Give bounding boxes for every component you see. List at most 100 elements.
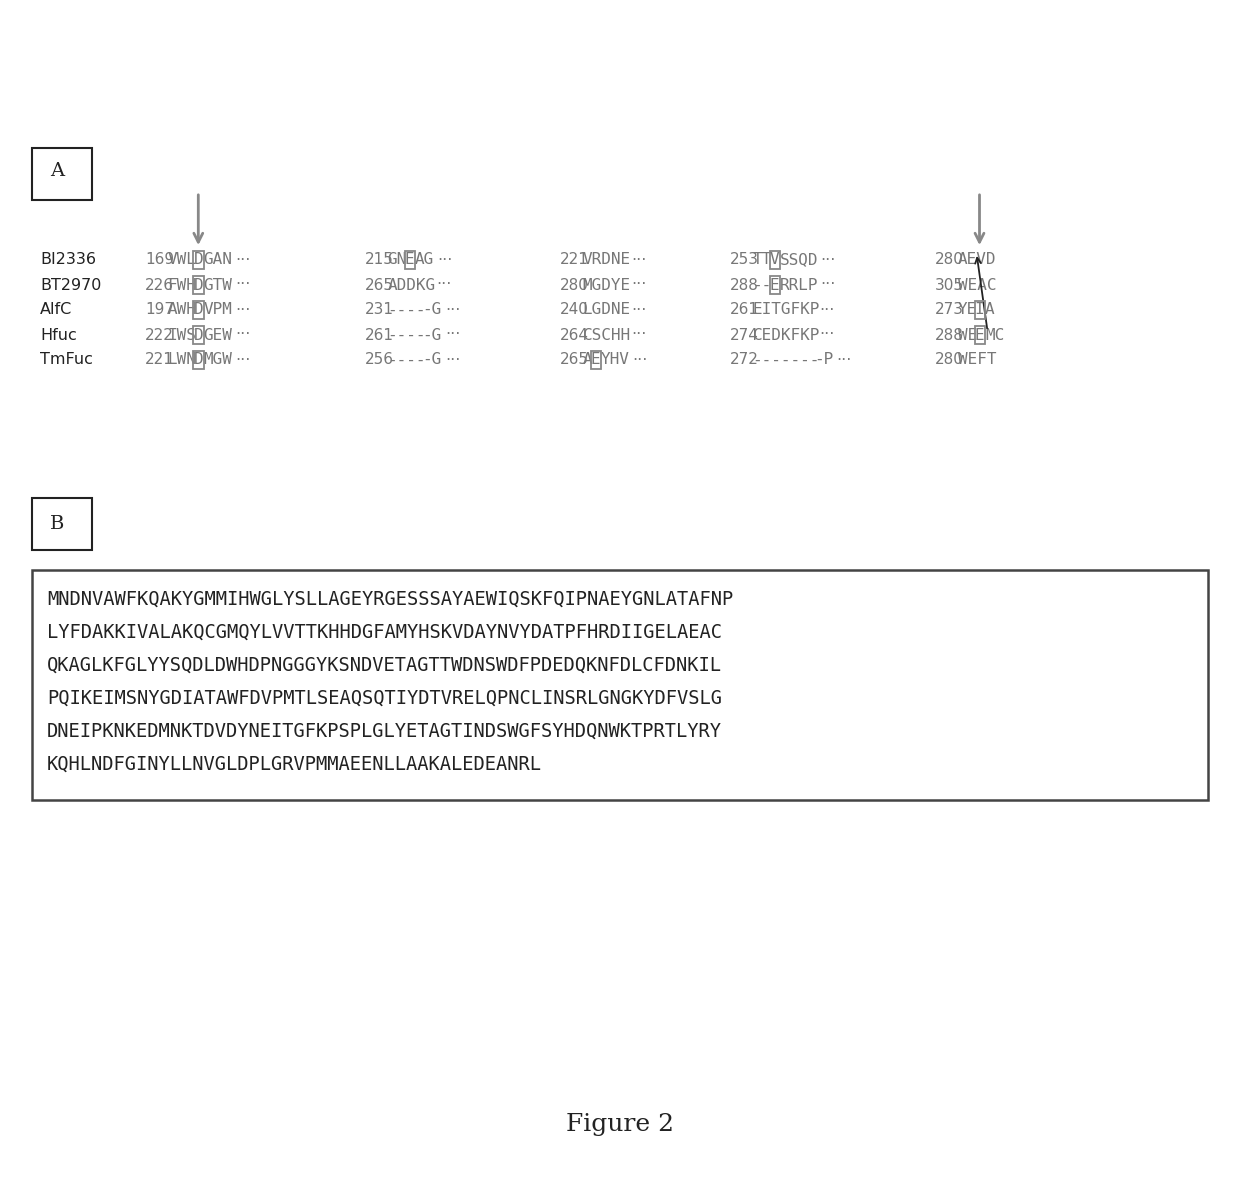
Text: B: B <box>50 514 64 533</box>
Text: 272: 272 <box>730 353 759 367</box>
Text: 288: 288 <box>935 328 963 342</box>
Text: ···: ··· <box>631 277 647 293</box>
Text: ···: ··· <box>445 302 461 317</box>
Text: 261: 261 <box>365 328 394 342</box>
Text: ···: ··· <box>236 353 250 367</box>
Text: D: D <box>193 302 203 317</box>
Text: KQHLNDFGINYLLNVGLDPLGRVPMMAEENLLAAKALEDEANRL: KQHLNDFGINYLLNVGLDPLGRVPMMAEENLLAAKALEDE… <box>47 755 542 774</box>
Text: 256: 256 <box>365 353 394 367</box>
Text: GEW: GEW <box>203 328 233 342</box>
Text: BI2336: BI2336 <box>40 253 95 268</box>
Text: CEDKFKP: CEDKFKP <box>753 328 820 342</box>
Text: RRLP: RRLP <box>780 277 818 293</box>
Text: ···: ··· <box>631 302 647 317</box>
Text: D: D <box>193 253 203 268</box>
Text: E: E <box>975 328 985 342</box>
Text: 221: 221 <box>560 253 589 268</box>
Text: 264: 264 <box>560 328 589 342</box>
Text: YE: YE <box>957 302 977 317</box>
Text: CSCHH: CSCHH <box>583 328 631 342</box>
Text: WEFT: WEFT <box>957 353 996 367</box>
Text: TT: TT <box>753 253 771 268</box>
Text: -G: -G <box>423 302 441 317</box>
Text: VWL: VWL <box>167 253 196 268</box>
Bar <box>193 251 203 269</box>
Text: ···: ··· <box>837 353 852 367</box>
Text: ···: ··· <box>820 302 835 317</box>
Text: E: E <box>770 277 779 293</box>
Text: ···: ··· <box>236 253 250 268</box>
Text: -P: -P <box>815 353 833 367</box>
Text: EITGFKP: EITGFKP <box>753 302 820 317</box>
Text: 221: 221 <box>145 353 174 367</box>
Text: A: A <box>50 162 64 181</box>
Text: A: A <box>985 302 994 317</box>
Text: -G: -G <box>423 328 441 342</box>
Text: 240: 240 <box>560 302 589 317</box>
Bar <box>193 326 203 343</box>
Text: SSQD: SSQD <box>780 253 818 268</box>
Bar <box>770 276 780 294</box>
Text: ···: ··· <box>436 277 451 293</box>
Text: ···: ··· <box>438 253 453 268</box>
Text: 280: 280 <box>560 277 589 293</box>
Text: V: V <box>770 253 779 268</box>
Text: GAN: GAN <box>203 253 233 268</box>
Text: ···: ··· <box>820 253 836 268</box>
Text: 273: 273 <box>935 302 963 317</box>
Text: ----: ---- <box>387 353 427 367</box>
Text: DNEIPKNKEDMNKTDVDYNEITGFKPSPLGLYETAGTINDSWGFSYHDQNWKTPRTLYRY: DNEIPKNKEDMNKTDVDYNEITGFKPSPLGLYETAGTIND… <box>47 722 722 741</box>
Text: D: D <box>193 353 203 367</box>
Text: AG: AG <box>415 253 434 268</box>
Text: LWN: LWN <box>167 353 196 367</box>
Text: 253: 253 <box>730 253 759 268</box>
Text: ···: ··· <box>820 328 835 342</box>
Text: -G: -G <box>423 353 441 367</box>
Bar <box>32 148 92 199</box>
Text: ADDKG: ADDKG <box>387 277 435 293</box>
Text: ···: ··· <box>445 353 461 367</box>
Text: MC: MC <box>985 328 1004 342</box>
Bar <box>193 276 203 294</box>
Text: WEAC: WEAC <box>957 277 996 293</box>
Text: VRDNE: VRDNE <box>583 253 631 268</box>
Text: TmFuc: TmFuc <box>40 353 93 367</box>
Text: ----: ---- <box>387 302 427 317</box>
Text: --: -- <box>753 277 771 293</box>
Text: GN: GN <box>387 253 407 268</box>
Text: 169: 169 <box>145 253 174 268</box>
Text: MGW: MGW <box>203 353 233 367</box>
Text: 280: 280 <box>935 353 963 367</box>
Text: IWS: IWS <box>167 328 196 342</box>
Text: AEVD: AEVD <box>957 253 996 268</box>
Bar <box>193 352 203 369</box>
Text: ···: ··· <box>820 277 836 293</box>
Bar <box>404 251 415 269</box>
Text: AlfC: AlfC <box>40 302 72 317</box>
Text: 288: 288 <box>730 277 759 293</box>
Text: ···: ··· <box>631 253 647 268</box>
Bar <box>32 570 1208 800</box>
Text: ···: ··· <box>236 328 250 342</box>
Text: 197: 197 <box>145 302 174 317</box>
Text: -------: ------- <box>753 353 820 367</box>
Text: GTW: GTW <box>203 277 233 293</box>
Text: D: D <box>193 328 203 342</box>
Text: ----: ---- <box>387 328 427 342</box>
Text: I: I <box>975 302 985 317</box>
Text: ···: ··· <box>632 353 647 367</box>
Text: LYFDAKKIVALAKQCGMQYLVVTTKHHDGFAMYHSKVDAYNVYDATPFHRDIIGELAEAC: LYFDAKKIVALAKQCGMQYLVVTTKHHDGFAMYHSKVDAY… <box>47 623 722 642</box>
Text: VPM: VPM <box>203 302 233 317</box>
Text: 280: 280 <box>935 253 963 268</box>
Text: AWH: AWH <box>167 302 196 317</box>
Bar <box>32 498 92 550</box>
Text: YHV: YHV <box>601 353 630 367</box>
Text: ···: ··· <box>236 277 250 293</box>
Text: Hfuc: Hfuc <box>40 328 77 342</box>
Text: 222: 222 <box>145 328 174 342</box>
Text: 226: 226 <box>145 277 174 293</box>
Text: ···: ··· <box>631 328 647 342</box>
Text: 274: 274 <box>730 328 759 342</box>
Text: 261: 261 <box>730 302 759 317</box>
Text: PQIKEIMSNYGDIATAWFDVPMTLSEAQSQTIYDTVRELQPNCLINSRLGNGKYDFVSLG: PQIKEIMSNYGDIATAWFDVPMTLSEAQSQTIYDTVRELQ… <box>47 689 722 708</box>
